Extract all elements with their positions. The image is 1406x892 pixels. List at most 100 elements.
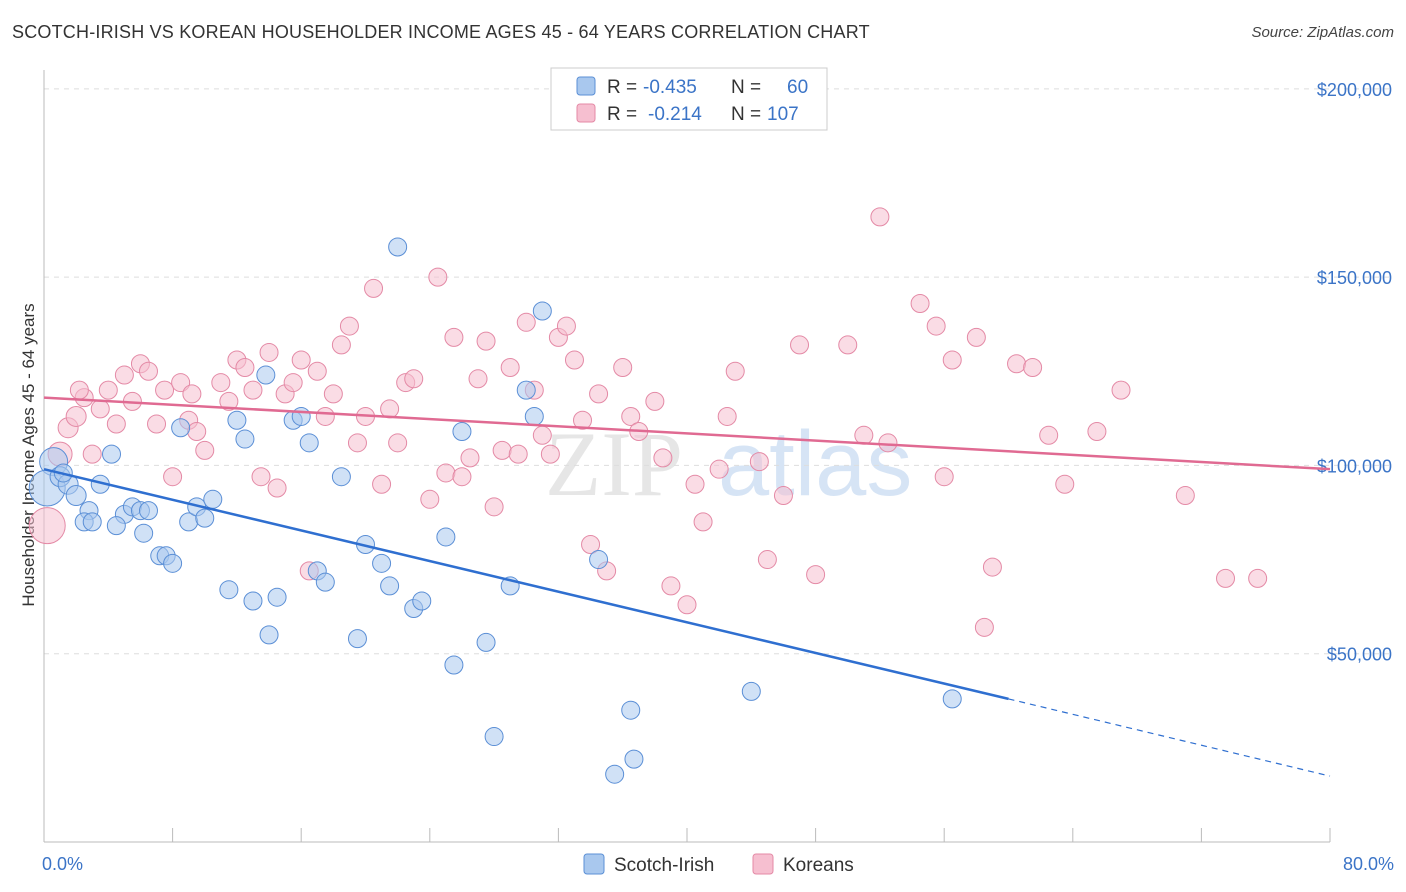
koreans-point-8 — [106, 414, 126, 434]
koreans-trend-line — [43, 396, 1331, 471]
scotch-irish-trend-line — [43, 467, 1009, 701]
koreans-point-94 — [982, 557, 1002, 577]
koreans-point-26 — [267, 478, 287, 498]
koreans-point-58 — [532, 425, 552, 445]
koreans-point-90 — [934, 467, 954, 487]
scotch-irish-point-46 — [532, 301, 552, 321]
scotch-irish-point-47 — [589, 550, 609, 570]
koreans-points — [28, 207, 1268, 637]
scotch-irish-point-34 — [380, 576, 400, 596]
scotch-irish-point-14 — [163, 553, 183, 573]
koreans-point-100 — [1111, 380, 1131, 400]
koreans-point-40 — [380, 399, 400, 419]
koreans-point-53 — [492, 440, 512, 460]
koreans-point-51 — [476, 331, 496, 351]
scotch-irish-point-40 — [452, 422, 472, 442]
koreans-point-12 — [138, 361, 158, 381]
scotch-irish-point-24 — [267, 587, 287, 607]
legend-r-value-1: -0.435 — [643, 77, 697, 98]
koreans-point-85 — [854, 425, 874, 445]
scotch-irish-point-45 — [524, 406, 544, 426]
koreans-point-9 — [114, 365, 134, 385]
legend-n-value-2: 107 — [767, 104, 799, 125]
scotch-irish-point-54 — [106, 516, 126, 536]
koreans-point-99 — [1087, 422, 1107, 442]
y-axis-label: Householder Income Ages 45 - 64 years — [19, 303, 38, 606]
scotch-irish-point-42 — [484, 727, 504, 747]
scotch-irish-point-49 — [621, 700, 641, 720]
koreans-point-80 — [757, 550, 777, 570]
scotch-irish-point-35 — [388, 237, 408, 257]
scotch-irish-point-44 — [516, 380, 536, 400]
koreans-point-78 — [725, 361, 745, 381]
koreans-point-5 — [82, 444, 102, 464]
koreans-point-47 — [444, 327, 464, 347]
koreans-point-74 — [685, 474, 705, 494]
x-tick-label-0: 0.0% — [42, 854, 83, 874]
scotch-irish-point-20 — [235, 429, 255, 449]
koreans-point-61 — [556, 316, 576, 336]
scotch-irish-point-59 — [134, 523, 154, 543]
koreans-point-29 — [291, 350, 311, 370]
koreans-point-38 — [364, 278, 384, 298]
scotch-irish-point-21 — [243, 591, 263, 611]
legend-swatch-scotch-irish — [576, 76, 596, 96]
koreans-point-3 — [65, 405, 87, 427]
koreans-point-7 — [98, 380, 118, 400]
legend-n-label-2: N = — [731, 104, 761, 125]
koreans-point-102 — [1216, 568, 1236, 588]
koreans-point-41 — [388, 433, 408, 453]
koreans-point-43 — [404, 369, 424, 389]
koreans-point-65 — [589, 384, 609, 404]
koreans-point-87 — [878, 433, 898, 453]
koreans-point-24 — [243, 380, 263, 400]
koreans-point-34 — [331, 335, 351, 355]
koreans-point-21 — [219, 391, 239, 411]
bottom-legend-koreans: Koreans — [783, 855, 854, 876]
koreans-point-93 — [974, 617, 994, 637]
scotch-irish-point-38 — [436, 527, 456, 547]
koreans-point-28 — [283, 373, 303, 393]
koreans-point-86 — [870, 207, 890, 227]
scotch-irish-point-33 — [372, 553, 392, 573]
legend: R = -0.435 N = 60 R = -0.214 N = 107 — [550, 67, 828, 131]
scotch-irish-point-11 — [138, 501, 158, 521]
koreans-point-35 — [339, 316, 359, 336]
koreans-point-101 — [1175, 486, 1195, 506]
koreans-point-92 — [966, 327, 986, 347]
scotch-irish-point-15 — [171, 418, 191, 438]
koreans-point-82 — [790, 335, 810, 355]
y-tick-label-0: $50,000 — [1327, 645, 1392, 665]
koreans-point-0 — [28, 507, 66, 545]
legend-n-label-1: N = — [731, 77, 761, 98]
legend-swatch-koreans — [576, 103, 596, 123]
scotch-irish-point-7 — [102, 444, 122, 464]
scotch-irish-point-31 — [347, 629, 367, 649]
scotch-irish-point-57 — [227, 410, 247, 430]
scotch-irish-point-58 — [82, 512, 102, 532]
x-tick-labels: 0.0% 80.0% — [42, 854, 1394, 874]
koreans-point-32 — [315, 406, 335, 426]
koreans-point-64 — [581, 534, 601, 554]
koreans-point-89 — [926, 316, 946, 336]
scotch-irish-point-39 — [444, 655, 464, 675]
bottom-legend-swatch-scotch-irish — [583, 853, 605, 875]
chart-title: SCOTCH-IRISH VS KOREAN HOUSEHOLDER INCOM… — [12, 22, 870, 42]
bottom-legend: Scotch-Irish Koreans — [583, 853, 854, 876]
scotch-irish-point-23 — [259, 625, 279, 645]
koreans-point-44 — [420, 489, 440, 509]
koreans-point-70 — [645, 391, 665, 411]
koreans-point-71 — [653, 448, 673, 468]
bottom-legend-scotch-irish: Scotch-Irish — [614, 855, 714, 876]
koreans-point-62 — [564, 350, 584, 370]
bottom-legend-swatch-koreans — [752, 853, 774, 875]
koreans-point-54 — [500, 358, 520, 378]
scotch-irish-point-18 — [195, 508, 215, 528]
scotch-irish-point-22 — [256, 365, 276, 385]
scotch-irish-point-30 — [331, 467, 351, 487]
koreans-point-98 — [1055, 474, 1075, 494]
koreans-point-63 — [573, 410, 593, 430]
koreans-point-67 — [613, 358, 633, 378]
koreans-point-104 — [69, 380, 89, 400]
